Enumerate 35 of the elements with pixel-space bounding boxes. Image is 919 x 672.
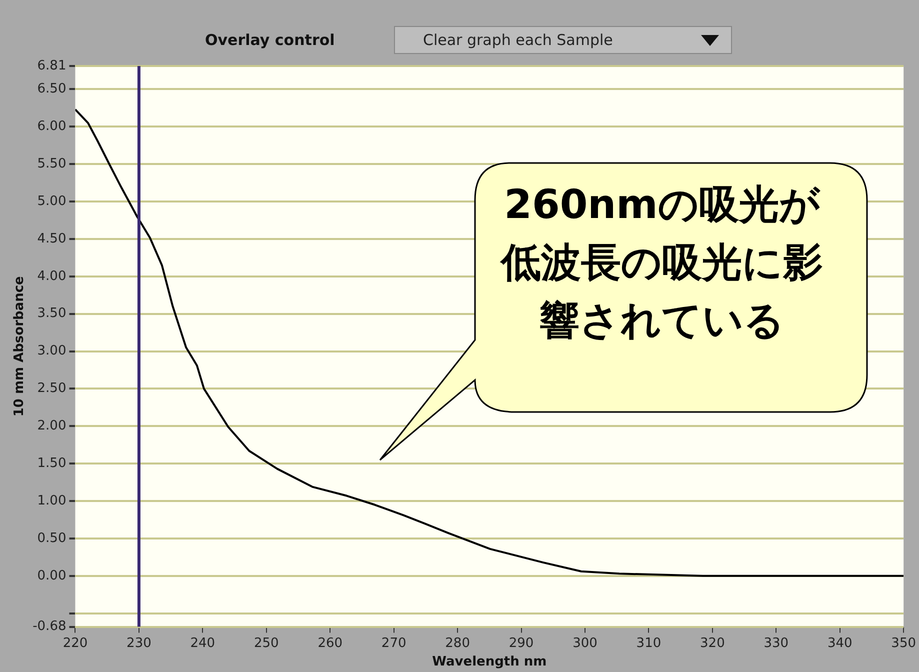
y-axis-title: 10 mm Absorbance <box>12 276 28 417</box>
y-tick-label: 4.50 <box>37 231 66 246</box>
x-tick-label: 340 <box>827 636 852 651</box>
y-tick-label: 3.50 <box>37 306 66 322</box>
y-tick-label: 5.50 <box>37 156 66 172</box>
x-tick-label: 290 <box>508 636 534 651</box>
y-tick-label: 0.50 <box>37 530 66 546</box>
x-tick-label: 230 <box>126 636 152 651</box>
x-tick-label: 320 <box>700 636 725 651</box>
x-tick-label: 240 <box>190 636 216 651</box>
y-tick-label: 6.00 <box>37 119 66 134</box>
text: Overlay control <box>205 31 335 49</box>
dropdown-field: Clear graph each Sample <box>394 26 732 54</box>
x-tick-label: 280 <box>445 636 470 651</box>
x-tick-label: 310 <box>636 636 662 651</box>
y-tick-label: 6.50 <box>37 82 66 97</box>
x-tick-label: 220 <box>62 636 88 651</box>
x-tick-label: 270 <box>381 636 406 651</box>
x-tick-label: 330 <box>764 636 789 651</box>
y-tick-label: 4.00 <box>37 268 66 284</box>
x-tick-label: 250 <box>254 636 279 651</box>
annotation: 260nmの吸光が低波長の吸光に影響されている <box>499 181 824 346</box>
y-tick-label: 5.00 <box>37 194 66 209</box>
y-tick-label: 3.00 <box>37 344 66 359</box>
y-tick-label: 2.50 <box>37 381 66 396</box>
x-axis-title: Wavelength nm <box>432 654 547 670</box>
x-tick-label: 350 <box>891 636 916 651</box>
y-tick-label: 0.00 <box>37 568 66 584</box>
x-tick-label: 300 <box>572 636 598 651</box>
y-tick-label: 1.00 <box>37 493 66 508</box>
y-tick-label: -0.68 <box>32 619 66 634</box>
y-tick-label: 1.50 <box>37 456 66 471</box>
y-tick-label: 6.81 <box>37 58 66 74</box>
x-tick-label: 260 <box>318 636 343 651</box>
y-tick-label: 2.00 <box>37 418 66 434</box>
